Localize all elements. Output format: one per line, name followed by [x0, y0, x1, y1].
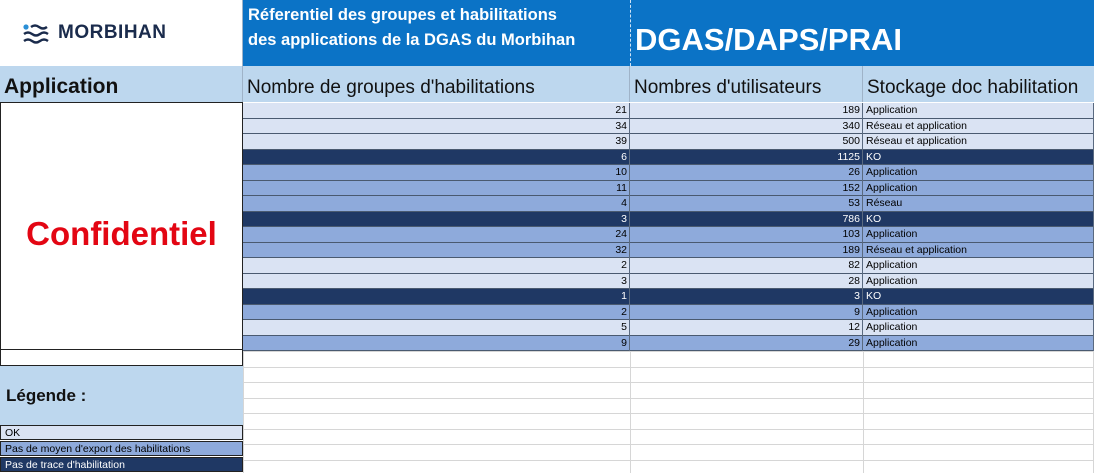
table-row[interactable]: 2 82 Application	[243, 258, 1094, 274]
table-row[interactable]: 24 103 Application	[243, 227, 1094, 243]
cell-storage: Réseau et application	[863, 134, 1094, 150]
page-title: DGAS/DAPS/PRAI	[630, 0, 1094, 66]
grid-line	[243, 382, 1094, 383]
subtitle-line-1: Réferentiel des groupes et habilitations	[248, 6, 557, 24]
table-row[interactable]: 11 152 Application	[243, 180, 1094, 196]
legend-item-no-export: Pas de moyen d'export des habilitations	[0, 441, 243, 456]
cell-groups: 5	[243, 320, 630, 336]
table-row[interactable]: 2 9 Application	[243, 304, 1094, 320]
legend-item-no-trace: Pas de trace d'habilitation	[0, 457, 243, 472]
table-row[interactable]: 6 1125 KO	[243, 149, 1094, 165]
table-row[interactable]: 3 786 KO	[243, 211, 1094, 227]
cell-users: 152	[630, 180, 863, 196]
cell-storage: Application	[863, 320, 1094, 336]
grid-line	[243, 459, 1094, 461]
cell-storage: Application	[863, 304, 1094, 320]
cell-users: 3	[630, 289, 863, 305]
column-header-application[interactable]: Application	[0, 66, 243, 102]
confidential-label: Confidentiel	[26, 215, 217, 252]
cell-groups: 2	[243, 258, 630, 274]
cell-users: 786	[630, 211, 863, 227]
spacer-cell	[0, 350, 243, 366]
column-header-storage[interactable]: Stockage doc habilitation	[863, 66, 1094, 102]
cell-groups: 11	[243, 180, 630, 196]
grid-column-line	[863, 351, 864, 473]
grid-line	[243, 428, 1094, 430]
morbihan-waves-icon	[23, 24, 49, 44]
table-row[interactable]: 10 26 Application	[243, 165, 1094, 181]
grid-line	[243, 444, 1094, 445]
table-row[interactable]: 5 12 Application	[243, 320, 1094, 336]
cell-users: 103	[630, 227, 863, 243]
table-row[interactable]: 34 340 Réseau et application	[243, 118, 1094, 134]
table-row[interactable]: 21 189 Application	[243, 103, 1094, 119]
cell-storage: Application	[863, 227, 1094, 243]
cell-groups: 10	[243, 165, 630, 181]
table-row[interactable]: 1 3 KO	[243, 289, 1094, 305]
column-header-users[interactable]: Nombres d'utilisateurs	[630, 66, 863, 102]
grid-column-line	[630, 351, 631, 473]
cell-groups: 3	[243, 211, 630, 227]
cell-users: 1125	[630, 149, 863, 165]
cell-groups: 24	[243, 227, 630, 243]
cell-storage: Réseau et application	[863, 118, 1094, 134]
legend-title: Légende :	[6, 386, 87, 405]
cell-groups: 4	[243, 196, 630, 212]
cell-groups: 9	[243, 335, 630, 351]
table-row[interactable]: 9 29 Application	[243, 335, 1094, 351]
grid-line	[243, 351, 1094, 352]
cell-users: 29	[630, 335, 863, 351]
cell-storage: KO	[863, 211, 1094, 227]
cell-users: 12	[630, 320, 863, 336]
cell-storage: Application	[863, 273, 1094, 289]
cell-groups: 3	[243, 273, 630, 289]
cell-storage: Application	[863, 103, 1094, 119]
legend-item-ok: OK	[0, 425, 243, 440]
subtitle-line-2: des applications de la DGAS du Morbihan	[248, 31, 576, 49]
table-row[interactable]: 39 500 Réseau et application	[243, 134, 1094, 150]
cell-groups: 2	[243, 304, 630, 320]
cell-storage: Application	[863, 165, 1094, 181]
table-row[interactable]: 3 28 Application	[243, 273, 1094, 289]
grid-line	[243, 413, 1094, 414]
cell-users: 26	[630, 165, 863, 181]
cell-storage: Réseau et application	[863, 242, 1094, 258]
cell-storage: KO	[863, 289, 1094, 305]
cell-users: 189	[630, 242, 863, 258]
page-subtitle: Réferentiel des groupes et habilitations…	[243, 0, 630, 66]
cell-storage: Réseau	[863, 196, 1094, 212]
cell-storage: Application	[863, 180, 1094, 196]
cell-storage: KO	[863, 149, 1094, 165]
grid-column-line	[243, 351, 244, 473]
cell-groups: 32	[243, 242, 630, 258]
cell-storage: Application	[863, 258, 1094, 274]
cell-users: 340	[630, 118, 863, 134]
table-row[interactable]: 32 189 Réseau et application	[243, 242, 1094, 258]
cell-users: 9	[630, 304, 863, 320]
cell-groups: 34	[243, 118, 630, 134]
cell-groups: 21	[243, 103, 630, 119]
table-row[interactable]: 4 53 Réseau	[243, 196, 1094, 212]
cell-users: 82	[630, 258, 863, 274]
cell-groups: 1	[243, 289, 630, 305]
cell-groups: 39	[243, 134, 630, 150]
cell-users: 53	[630, 196, 863, 212]
column-header-groups[interactable]: Nombre de groupes d'habilitations	[243, 66, 630, 102]
legend-block	[0, 366, 243, 425]
cell-groups: 6	[243, 149, 630, 165]
application-column-block	[0, 102, 243, 350]
cell-storage: Application	[863, 335, 1094, 351]
cell-users: 28	[630, 273, 863, 289]
logo-text: MORBIHAN	[58, 22, 167, 43]
cell-users: 500	[630, 134, 863, 150]
cell-users: 189	[630, 103, 863, 119]
grid-line	[243, 366, 1094, 368]
grid-line	[243, 397, 1094, 399]
